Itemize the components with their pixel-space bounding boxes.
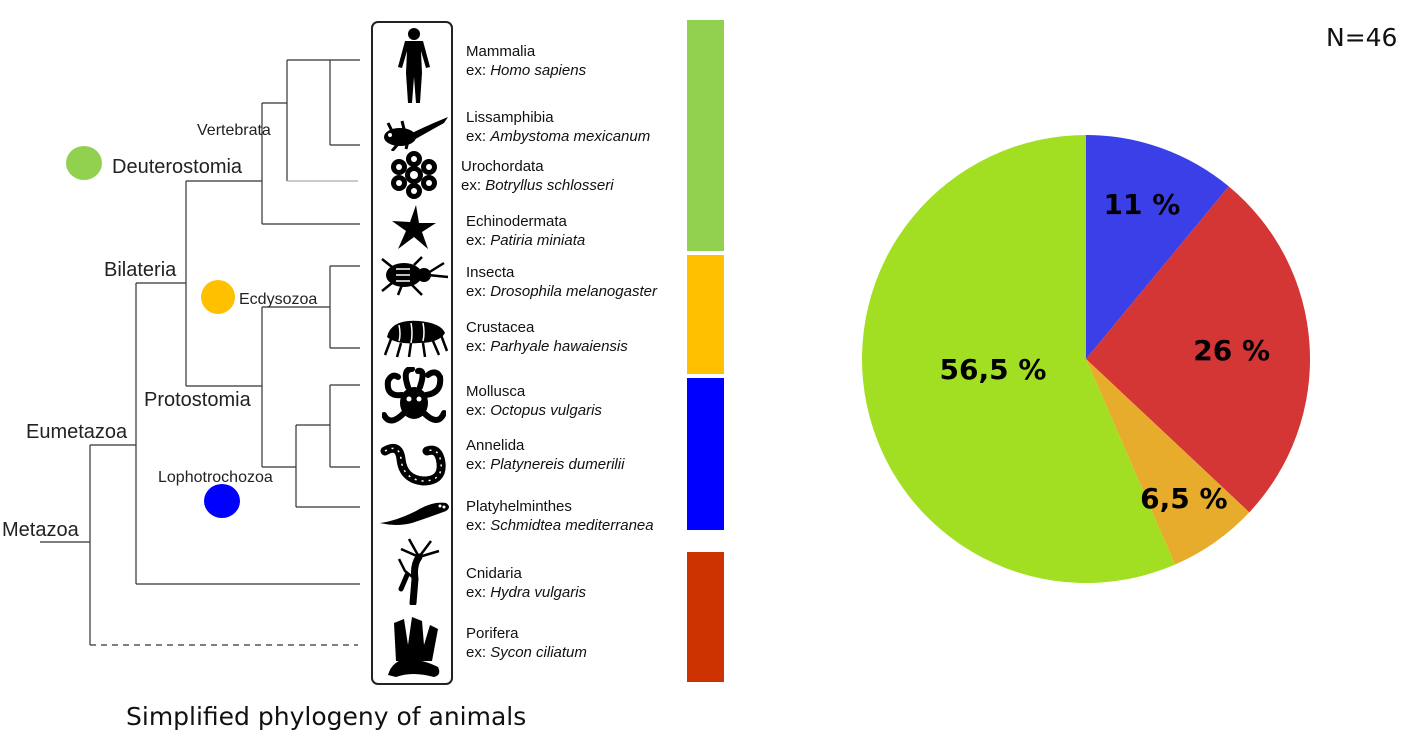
taxon-lissamphibia: Lissamphibia ex: Ambystoma mexicanum — [466, 109, 651, 145]
deuterostomia-bar — [687, 20, 724, 251]
pie-slice-label: 6,5 % — [1140, 482, 1227, 515]
octopus-icon — [373, 367, 455, 429]
clade-ecdysozoa: Ecdysozoa — [239, 291, 317, 308]
pie-slice — [1086, 186, 1310, 513]
human-icon — [373, 27, 455, 105]
taxon-mollusca: Mollusca ex: Octopus vulgaris — [466, 383, 602, 419]
sponge-icon — [373, 615, 455, 679]
pie-slice — [1086, 359, 1250, 565]
clade-vertebrata: Vertebrata — [197, 122, 271, 139]
sample-size-label: N=46 — [1326, 23, 1398, 52]
clade-metazoa: Metazoa — [2, 519, 80, 541]
starfish-icon — [373, 203, 455, 251]
amphipod-icon — [373, 315, 455, 359]
taxon-porifera: Porifera ex: Sycon ciliatum — [466, 625, 587, 661]
ecdysozoa-marker — [201, 280, 235, 314]
taxon-crustacea: Crustacea ex: Parhyale hawaiensis — [466, 319, 628, 355]
taxon-platyhelminthes: Platyhelminthes ex: Schmidtea mediterrane… — [466, 498, 654, 534]
fly-icon — [373, 255, 455, 297]
deuterostomia-marker — [66, 146, 102, 180]
clade-lophotrochozoa: Lophotrochozoa — [158, 469, 273, 486]
pie-slice — [1086, 135, 1229, 359]
ecdysozoa-bar — [687, 255, 724, 374]
flatworm-icon — [373, 497, 455, 527]
pie-slice-label: 56,5 % — [940, 353, 1047, 386]
taxon-cnidaria: Cnidaria ex: Hydra vulgaris — [466, 565, 587, 601]
hydra-icon — [373, 535, 455, 605]
clade-bilateria: Bilateria — [104, 259, 177, 281]
clade-deuterostomia: Deuterostomia — [112, 156, 243, 178]
taxon-echinodermata: Echinodermata ex: Patiria miniata — [466, 213, 586, 249]
taxon-mammalia: Mammalia ex: Homo sapiens — [466, 43, 587, 79]
silhouette-panel — [371, 21, 453, 685]
clade-protostomia: Protostomia — [144, 389, 252, 411]
lophotrochozoa-bar — [687, 378, 724, 530]
taxon-insecta: Insecta ex: Drosophila melanogaster — [466, 264, 657, 300]
axolotl-icon — [373, 111, 455, 151]
taxon-urochordata: Urochordata ex: Botryllus schlosseri — [461, 158, 614, 194]
worm-icon — [373, 439, 455, 491]
tree-title: Simplified phylogeny of animals — [126, 702, 527, 731]
pie-slice-label: 26 % — [1193, 334, 1270, 367]
non-bilateria-bar — [687, 552, 724, 682]
pie-slice — [862, 135, 1175, 583]
clade-eumetazoa: Eumetazoa — [26, 421, 128, 443]
pie-slice-label: 11 % — [1104, 188, 1181, 221]
taxon-annelida: Annelida ex: Platynereis dumerilii — [466, 437, 625, 473]
tunicate-icon — [373, 151, 455, 199]
lophotrochozoa-marker — [204, 484, 240, 518]
